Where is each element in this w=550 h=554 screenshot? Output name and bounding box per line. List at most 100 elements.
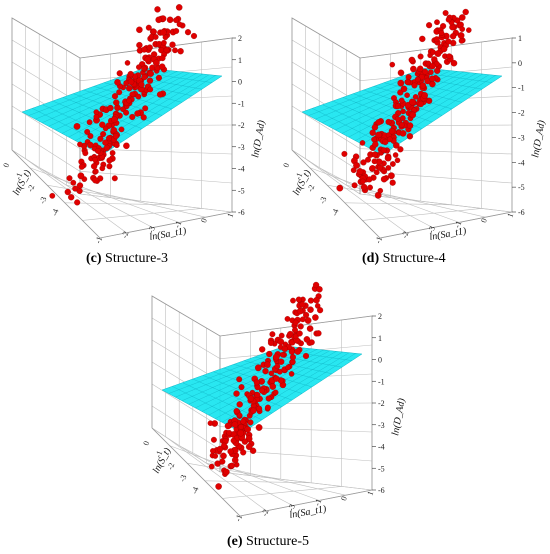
- data-point: [417, 100, 424, 108]
- y-axis-label: ln(S_t): [291, 168, 314, 198]
- data-point: [316, 286, 323, 293]
- data-point: [146, 44, 153, 51]
- x-tick-label: 0: [339, 495, 349, 502]
- data-point: [388, 127, 396, 135]
- data-point: [215, 483, 222, 490]
- data-point: [240, 418, 247, 425]
- data-point: [124, 60, 131, 66]
- y-tick-label: -2: [306, 184, 317, 193]
- data-point: [410, 65, 417, 73]
- data-point: [262, 367, 269, 375]
- data-point: [278, 358, 285, 365]
- data-point: [111, 116, 118, 123]
- data-point: [156, 91, 164, 98]
- x-tick-label: -1: [93, 235, 104, 244]
- data-point: [254, 391, 261, 398]
- grid-line: [151, 383, 221, 427]
- grid-line: [66, 184, 206, 218]
- data-point: [169, 41, 176, 48]
- data-point: [264, 404, 271, 411]
- data-point: [445, 38, 452, 45]
- data-point: [93, 168, 99, 175]
- data-point: [341, 150, 348, 157]
- data-point: [406, 122, 414, 129]
- z-tick-label: -3: [378, 421, 385, 430]
- x-tick-label: -1: [313, 498, 324, 507]
- grid-line: [11, 149, 81, 195]
- data-point: [303, 311, 310, 319]
- z-tick-label: -4: [378, 443, 385, 452]
- data-point: [216, 445, 224, 453]
- data-point: [414, 76, 421, 83]
- data-point: [429, 75, 436, 82]
- grid-line: [11, 39, 81, 81]
- data-point: [253, 379, 260, 386]
- data-point: [367, 184, 373, 191]
- grid-line: [79, 171, 233, 184]
- data-point: [99, 121, 106, 128]
- data-point: [312, 314, 319, 321]
- data-point: [77, 141, 83, 148]
- data-point: [449, 33, 457, 40]
- data-point: [111, 93, 119, 100]
- z-ticks: 2 1 0 -1 -2 -3 -4 -5 -6: [232, 34, 245, 217]
- grid-line: [79, 193, 233, 213]
- data-point: [278, 332, 285, 339]
- data-point: [238, 424, 244, 430]
- data-point: [223, 468, 230, 476]
- z-tick-label: -5: [378, 464, 385, 473]
- data-point: [254, 364, 262, 372]
- data-point: [126, 97, 132, 104]
- data-point: [369, 129, 376, 136]
- data-point: [459, 14, 466, 21]
- data-point: [285, 364, 291, 371]
- data-point: [279, 351, 286, 358]
- y-tick-label: -2: [166, 462, 177, 471]
- data-point: [163, 47, 170, 54]
- data-point: [190, 32, 198, 40]
- data-point: [99, 165, 106, 172]
- grid-line: [179, 445, 293, 506]
- data-point: [272, 389, 279, 396]
- caption-text: Structure-3: [105, 251, 169, 266]
- panel-structure-4: 1 0 -1 -2 -3 -4 -5 -6 ln(D_Ad) 0 -1 -2 -3 -4 ln(S_t) -1…: [280, 0, 550, 245]
- data-point: [259, 346, 266, 353]
- grid-line: [82, 208, 202, 221]
- y-tick-label: -4: [50, 208, 61, 217]
- data-point: [226, 429, 233, 436]
- z-tick-label: -6: [378, 486, 385, 495]
- x-tick-label: -3: [286, 503, 297, 512]
- data-point: [398, 122, 405, 128]
- data-point: [146, 77, 154, 84]
- grid-line: [291, 105, 361, 149]
- data-point: [249, 447, 257, 454]
- z-tick-label: -2: [378, 399, 385, 408]
- caption-letter: (c): [86, 251, 102, 266]
- data-point: [408, 98, 416, 106]
- grid-line: [165, 436, 267, 512]
- data-point: [356, 168, 364, 175]
- grid-line: [204, 480, 312, 484]
- data-point: [84, 128, 91, 135]
- data-point: [78, 163, 85, 170]
- data-point: [380, 175, 388, 183]
- data-point: [434, 19, 440, 26]
- data-point: [292, 319, 299, 326]
- data-point: [360, 183, 368, 191]
- x-tick-label: -1: [373, 235, 384, 244]
- data-point: [233, 390, 240, 397]
- data-point: [385, 165, 392, 171]
- y-tick-label: -3: [318, 196, 329, 205]
- data-point: [294, 348, 301, 355]
- data-point: [145, 24, 152, 31]
- grid-line: [39, 167, 153, 228]
- x-tick-label: -2: [260, 508, 271, 517]
- z-tick-label: -2: [238, 121, 245, 130]
- z-tick-label: -1: [518, 84, 525, 93]
- x-tick-label: 1: [225, 212, 235, 219]
- data-point: [438, 30, 445, 36]
- data-point: [405, 74, 412, 81]
- grid-line: [151, 317, 221, 359]
- data-point: [93, 109, 100, 115]
- data-point: [302, 352, 310, 360]
